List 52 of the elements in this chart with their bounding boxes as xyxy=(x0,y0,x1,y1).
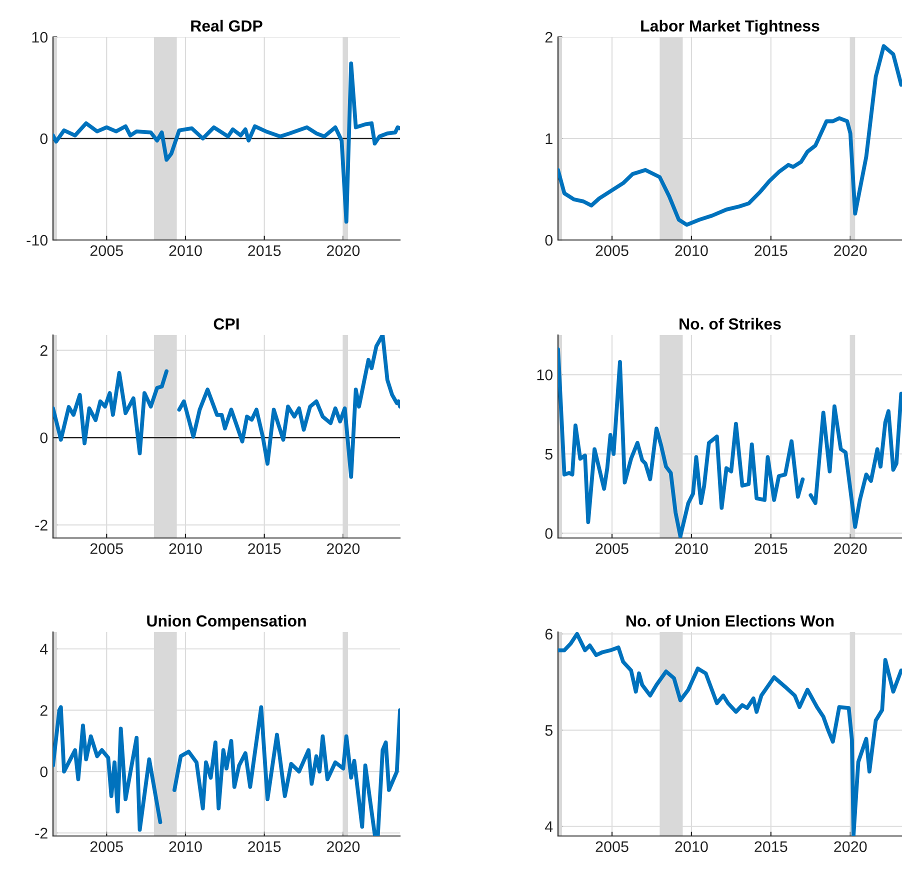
chart-title: Union Compensation xyxy=(147,614,306,630)
x-tick-label: 2010 xyxy=(675,245,708,256)
y-tick-label: 0 xyxy=(545,234,553,246)
y-tick-label: -10 xyxy=(26,234,48,246)
chart-title: No. of Union Elections Won xyxy=(626,614,834,627)
y-tick-label: -2 xyxy=(35,520,48,530)
y-tick-label: 2 xyxy=(40,345,48,356)
chart-title: Real GDP xyxy=(191,20,262,32)
x-tick-label: 2015 xyxy=(248,245,281,256)
y-tick-label: 6 xyxy=(545,628,552,640)
y-tick-label: 4 xyxy=(544,821,553,832)
x-tick-label: 2020 xyxy=(326,841,360,852)
x-tick-label: 2015 xyxy=(754,245,788,256)
x-tick-label: 2015 xyxy=(754,543,788,554)
x-tick-label: 2010 xyxy=(169,245,202,256)
line-series xyxy=(53,61,400,224)
x-tick-label: 2005 xyxy=(90,543,123,554)
x-tick-label: 2020 xyxy=(834,841,867,852)
y-tick-label: 4 xyxy=(40,644,48,654)
y-tick-label: 2 xyxy=(40,705,48,716)
x-tick-label: 2010 xyxy=(675,543,708,554)
x-tick-label: 2020 xyxy=(834,245,867,256)
x-tick-label: 2020 xyxy=(326,543,360,554)
x-tick-label: 2015 xyxy=(754,841,788,852)
y-tick-label: 10 xyxy=(537,370,553,380)
y-tick-label: 0 xyxy=(545,528,553,539)
x-tick-label: 2020 xyxy=(834,543,867,554)
y-tick-label: 10 xyxy=(32,32,48,43)
y-tick-label: 1 xyxy=(546,134,552,144)
y-tick-label: 0 xyxy=(40,766,48,778)
chart-title: No. of Strikes xyxy=(680,318,781,330)
x-tick-label: 2010 xyxy=(169,841,202,852)
x-tick-label: 2005 xyxy=(90,245,123,256)
x-tick-label: 2005 xyxy=(90,841,123,852)
line-series xyxy=(558,44,902,227)
x-tick-label: 2005 xyxy=(596,245,628,256)
y-tick-label: 5 xyxy=(545,725,552,736)
x-tick-label: 2005 xyxy=(596,543,628,554)
y-tick-label: 2 xyxy=(545,32,552,43)
x-tick-label: 2010 xyxy=(675,841,708,852)
line-series xyxy=(558,632,902,836)
chart-title: Labor Market Tightness xyxy=(641,20,820,35)
x-tick-label: 2010 xyxy=(169,543,202,554)
x-tick-label: 2005 xyxy=(596,841,628,852)
y-tick-label: 0 xyxy=(40,133,48,144)
x-tick-label: 2015 xyxy=(248,543,281,554)
y-tick-label: 0 xyxy=(40,432,48,444)
y-tick-label: 5 xyxy=(545,448,552,460)
chart-title: CPI xyxy=(214,318,239,330)
x-tick-label: 2020 xyxy=(326,245,360,256)
y-tick-label: -2 xyxy=(35,828,48,838)
x-tick-label: 2015 xyxy=(248,841,281,852)
